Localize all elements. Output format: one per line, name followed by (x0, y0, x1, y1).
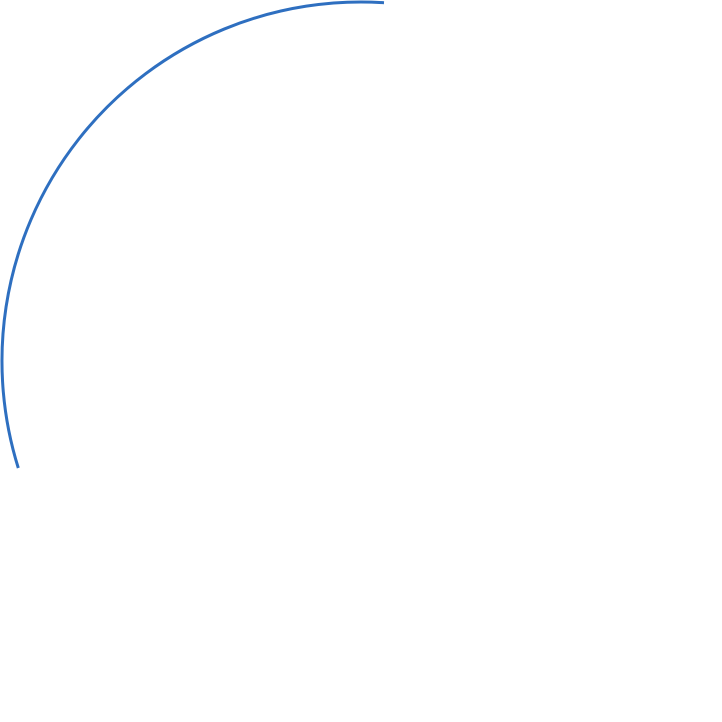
circular-arc (0, 0, 385, 469)
